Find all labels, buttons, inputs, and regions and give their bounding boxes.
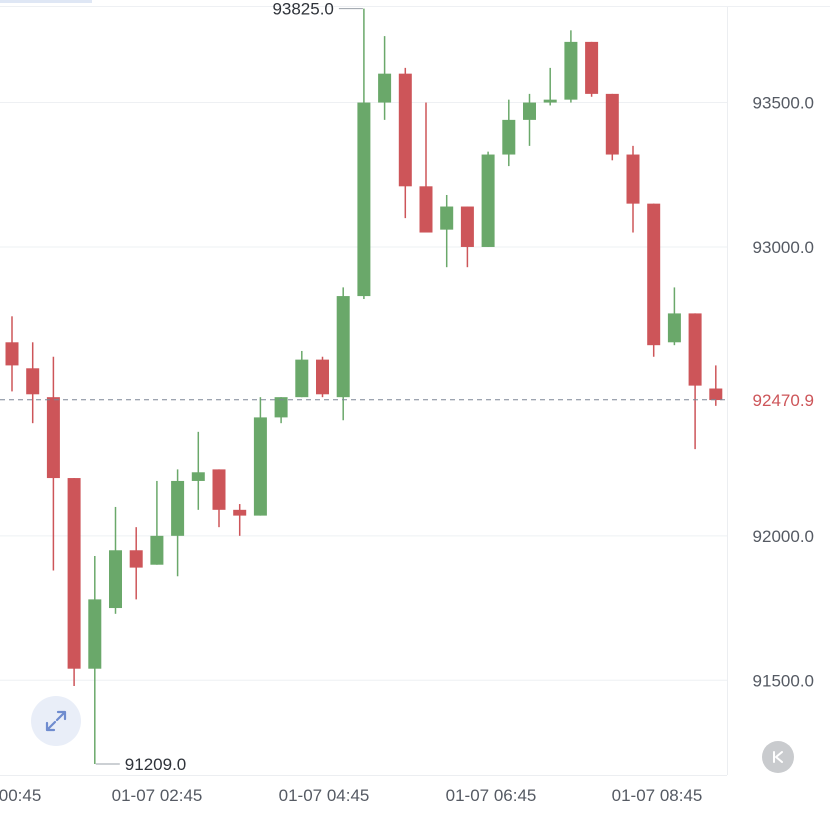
candle-body (46, 397, 60, 479)
candle-body (481, 154, 495, 247)
overlays: 93825.0 91209.0 (0, 0, 727, 774)
candle (150, 480, 164, 565)
candle-body (295, 359, 309, 398)
scroll-to-latest-button[interactable] (762, 741, 794, 773)
candle (129, 527, 143, 600)
candle-body (233, 509, 247, 516)
candle (523, 93, 536, 146)
candle-body (336, 296, 350, 398)
expand-arrows-icon (45, 710, 67, 732)
last-price-label: 92470.9 (753, 391, 814, 410)
candle-body (419, 186, 433, 233)
candle (316, 356, 329, 398)
candle-body (626, 154, 640, 204)
candle-body (440, 206, 454, 230)
candle (88, 556, 102, 765)
candle (564, 30, 578, 103)
candle (419, 102, 433, 233)
y-tick-label: 92000.0 (753, 527, 814, 546)
candle-body (709, 388, 723, 401)
candle-body (605, 93, 619, 155)
candle (171, 469, 185, 577)
candle (109, 506, 122, 614)
candle-body (171, 480, 185, 536)
candle-body (523, 102, 536, 120)
candle (460, 206, 474, 268)
high-annotation: 93825.0 (272, 0, 333, 19)
candle (605, 93, 619, 161)
candle (481, 151, 495, 247)
candle (336, 287, 350, 421)
low-annotation: 91209.0 (125, 755, 186, 774)
x-tick-label: 00:45 (0, 786, 41, 805)
candle (253, 397, 267, 516)
candle-body (26, 368, 40, 395)
candle-body (253, 417, 267, 516)
y-tick-label: 91500.0 (753, 671, 814, 690)
x-tick-label: 01-07 06:45 (446, 786, 537, 805)
candle (233, 504, 247, 536)
candle (5, 316, 19, 392)
candle-body (109, 550, 122, 609)
candle (585, 41, 599, 97)
candle-body (667, 313, 681, 343)
candle (67, 478, 81, 687)
candle (440, 194, 454, 268)
candle (709, 365, 723, 406)
candle-body (585, 41, 599, 94)
x-tick-label: 01-07 04:45 (279, 786, 370, 805)
candle (26, 342, 40, 424)
candle-body (150, 535, 164, 565)
chevron-left-to-end-icon (773, 751, 783, 763)
candle-body (212, 469, 226, 510)
candle-body (378, 73, 392, 103)
y-tick-label: 93000.0 (753, 238, 814, 257)
x-tick-label: 01-07 02:45 (112, 786, 203, 805)
candle-body (502, 119, 516, 155)
candle-body (316, 359, 329, 395)
candle (667, 287, 681, 346)
y-tick-label: 93500.0 (753, 94, 814, 113)
candle (398, 67, 412, 219)
candle (502, 99, 516, 167)
top-accent-strip (0, 0, 92, 3)
candle (543, 67, 557, 106)
candle (212, 469, 226, 528)
candle (626, 145, 640, 233)
candle (295, 350, 309, 398)
candle-body (88, 599, 102, 669)
candle-body (688, 313, 702, 386)
candle (46, 356, 60, 571)
candle (688, 313, 702, 450)
x-tick-label: 01-07 08:45 (612, 786, 703, 805)
candle (274, 397, 288, 424)
candle (191, 431, 205, 510)
candle-body (274, 397, 288, 418)
candle-body (129, 550, 143, 568)
candle (378, 36, 392, 120)
candle-body (357, 102, 371, 297)
candle-body (67, 478, 81, 669)
candle-body (543, 99, 557, 103)
candle-body (191, 472, 205, 481)
candle-body (398, 73, 412, 187)
candle (647, 203, 661, 357)
expand-button[interactable] (31, 696, 81, 746)
y-axis: 91500.0 92000.0 92470.9 93000.0 93500.0 (753, 94, 814, 691)
x-axis: 00:45 01-07 02:45 01-07 04:45 01-07 06:45 01… (0, 786, 702, 805)
grid-lines (0, 0, 830, 776)
candle-body (5, 342, 19, 366)
candle (357, 8, 371, 299)
candle-body (460, 206, 474, 247)
candles (5, 8, 723, 765)
candle-body (647, 203, 661, 346)
candle-body (564, 41, 578, 100)
